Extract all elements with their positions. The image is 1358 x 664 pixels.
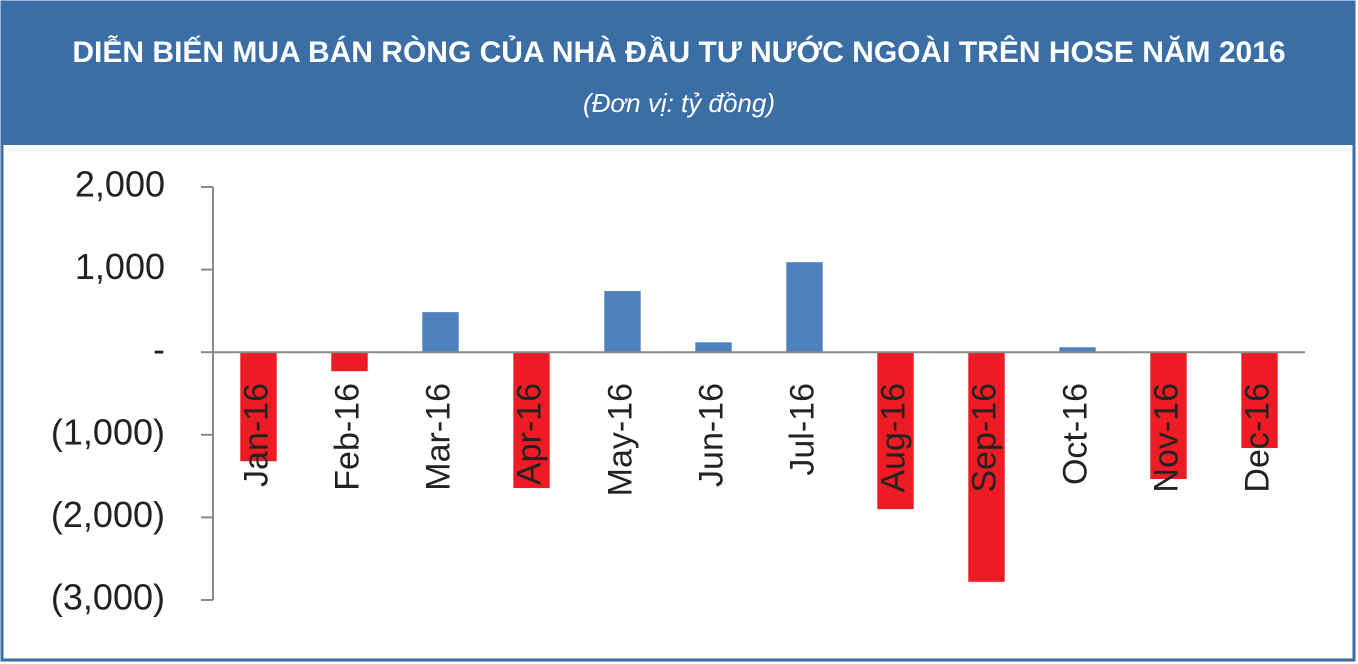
y-tick-label: - (153, 329, 165, 370)
bar (1150, 352, 1187, 479)
x-tick-label: Jul-16 (783, 383, 821, 476)
bar (786, 262, 823, 353)
x-tick-label: Apr-16 (510, 383, 548, 485)
x-tick-label: Mar-16 (419, 383, 457, 491)
y-tick-label: 1,000 (75, 246, 165, 287)
x-tick-label: Dec-16 (1238, 383, 1276, 493)
bar (877, 352, 914, 510)
bar (513, 352, 550, 489)
x-tick-label: Nov-16 (1147, 383, 1185, 493)
x-tick-label: Aug-16 (874, 383, 912, 493)
x-tick-label: Jun-16 (692, 383, 730, 487)
bar (604, 291, 641, 353)
x-tick-label: Sep-16 (965, 383, 1003, 493)
y-tick-label: (3,000) (51, 577, 165, 618)
x-tick-label: Feb-16 (328, 383, 366, 491)
bar (240, 352, 277, 462)
bar (1241, 352, 1278, 449)
bar (968, 352, 1005, 582)
x-tick-label: Jan-16 (237, 383, 275, 487)
header (2, 2, 1354, 145)
y-tick-label: (2,000) (51, 494, 165, 535)
bar (331, 352, 368, 372)
x-tick-label: May-16 (601, 383, 639, 496)
bar (695, 342, 732, 353)
x-tick-label: Oct-16 (1056, 383, 1094, 485)
chart-subtitle: (Đơn vị: tỷ đồng) (583, 88, 775, 118)
y-tick-label: 2,000 (75, 164, 165, 205)
bar (422, 312, 459, 353)
bar (1059, 347, 1096, 353)
chart-title: DIỄN BIẾN MUA BÁN RÒNG CỦA NHÀ ĐẦU TƯ NƯ… (72, 35, 1285, 69)
y-tick-label: (1,000) (51, 411, 165, 452)
